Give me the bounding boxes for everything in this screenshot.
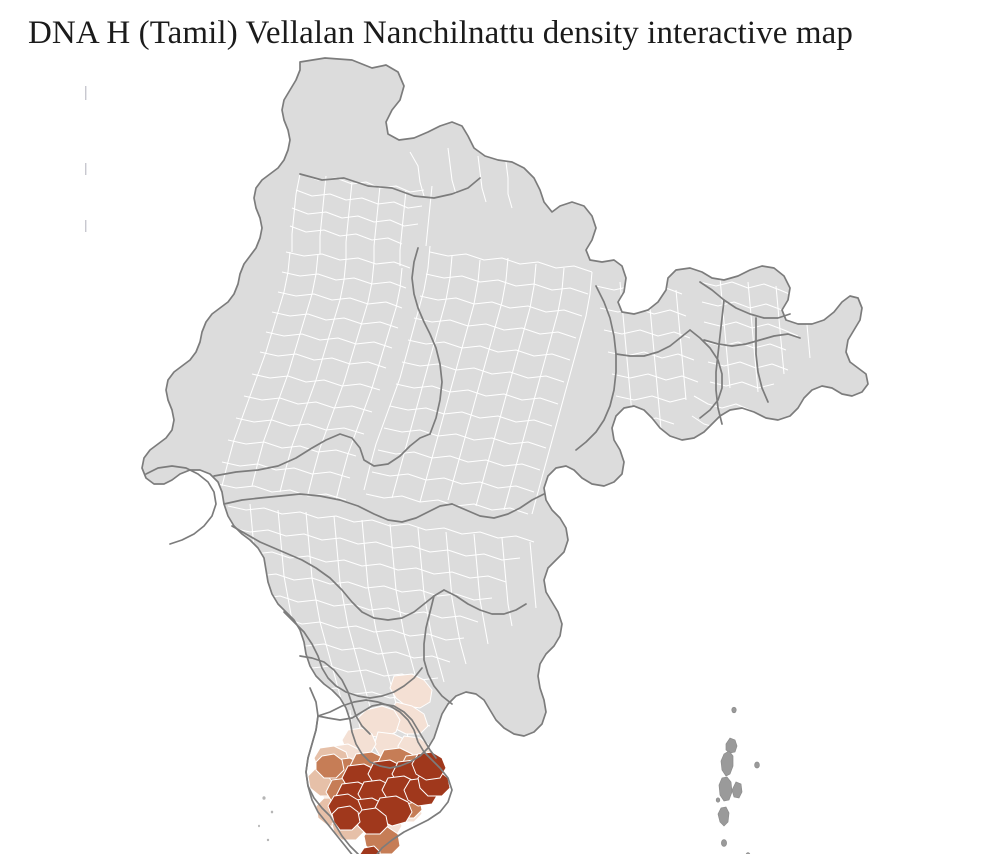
- india-landmass[interactable]: [141, 57, 869, 769]
- lakshadweep-islands: [258, 796, 274, 842]
- india-map-svg[interactable]: [0, 56, 986, 854]
- axis-tick-marks: [85, 86, 87, 232]
- state-boundaries: [141, 57, 869, 854]
- district-high[interactable]: [331, 805, 361, 831]
- tamil-nadu-districts[interactable]: [307, 673, 451, 854]
- district-medium[interactable]: [315, 753, 345, 779]
- district-high[interactable]: [411, 751, 447, 781]
- district-high-kanyakumari[interactable]: [359, 845, 381, 854]
- page-title: DNA H (Tamil) Vellalan Nanchilnattu dens…: [28, 15, 854, 51]
- andaman-nicobar-islands[interactable]: [715, 706, 760, 854]
- map-canvas[interactable]: [0, 56, 986, 854]
- india-base-landmass[interactable]: [141, 57, 869, 819]
